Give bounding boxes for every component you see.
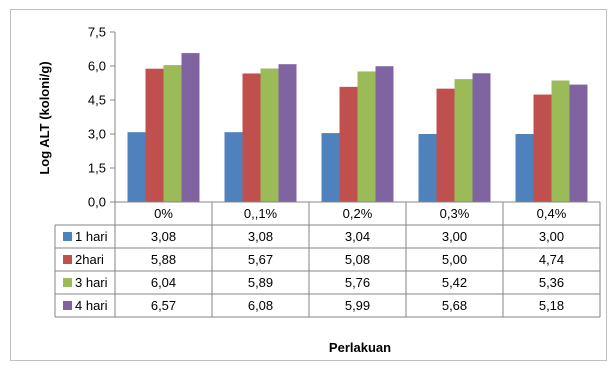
bar-1-hari-3: [418, 134, 437, 202]
data-label: 6,04: [151, 275, 176, 290]
data-label: 3,00: [539, 229, 564, 244]
legend-key: [63, 255, 72, 264]
data-label: 5,18: [539, 298, 564, 313]
legend-label: 2hari: [75, 252, 104, 267]
bar-2hari-4: [533, 94, 552, 202]
x-axis-title: Perlakuan: [329, 340, 391, 355]
data-label: 3,08: [151, 229, 176, 244]
legend-key: [63, 301, 72, 310]
data-label: 5,76: [345, 275, 370, 290]
bar-4-hari-4: [569, 84, 588, 202]
bar-3-hari-1: [260, 68, 279, 202]
bar-2hari-1: [242, 73, 261, 202]
bar-2hari-0: [145, 68, 164, 202]
bar-1-hari-1: [224, 132, 243, 202]
y-axis-title: Log ALT (koloni/g): [37, 61, 52, 174]
data-label: 6,57: [151, 298, 176, 313]
y-tick-label: 1,5: [88, 161, 106, 176]
data-label: 3,04: [345, 229, 370, 244]
bar-1-hari-2: [321, 133, 340, 202]
bar-2hari-3: [436, 88, 455, 202]
bar-4-hari-1: [278, 64, 297, 202]
y-tick-label: 0,0: [88, 195, 106, 210]
data-label: 5,00: [442, 252, 467, 267]
data-label: 5,08: [345, 252, 370, 267]
data-label: 5,88: [151, 252, 176, 267]
data-label: 5,36: [539, 275, 564, 290]
bar-4-hari-0: [181, 53, 200, 202]
y-tick-label: 4,5: [88, 93, 106, 108]
y-tick-label: 3,0: [88, 127, 106, 142]
bars-layer: [127, 53, 588, 203]
category-label: 0,2%: [343, 206, 373, 221]
data-label: 5,42: [442, 275, 467, 290]
bar-3-hari-0: [163, 65, 182, 203]
legend-key: [63, 278, 72, 287]
bar-2hari-2: [339, 86, 358, 202]
category-label: 0,4%: [537, 206, 567, 221]
axis-layer: 0,0 1,5 3,0 4,5 6,0 7,5: [88, 25, 116, 210]
data-label: 5,68: [442, 298, 467, 313]
legend-label: 1 hari: [75, 229, 108, 244]
y-tick-label: 7,5: [88, 25, 106, 40]
bar-3-hari-2: [357, 71, 376, 202]
data-table: 0% 0,,1% 0,2% 0,3% 0,4% 1 hari 3,08 3,08 3,04 3,0…: [54, 201, 601, 318]
data-label: 3,08: [248, 229, 273, 244]
category-label: 0,3%: [440, 206, 470, 221]
category-label: 0,,1%: [244, 206, 278, 221]
category-label: 0%: [154, 206, 173, 221]
y-tick-label: 6,0: [88, 59, 106, 74]
data-label: 6,08: [248, 298, 273, 313]
bar-4-hari-3: [472, 73, 491, 203]
legend-key: [63, 232, 72, 241]
legend-label: 3 hari: [75, 275, 108, 290]
legend-label: 4 hari: [75, 298, 108, 313]
data-label: 5,67: [248, 252, 273, 267]
data-label: 5,99: [345, 298, 370, 313]
bar-1-hari-4: [515, 134, 534, 202]
bar-3-hari-4: [551, 80, 570, 202]
bar-3-hari-3: [454, 79, 473, 202]
data-label: 3,00: [442, 229, 467, 244]
bar-1-hari-0: [127, 132, 146, 202]
data-label: 5,89: [248, 275, 273, 290]
data-label: 4,74: [539, 252, 564, 267]
bar-4-hari-2: [375, 66, 394, 202]
